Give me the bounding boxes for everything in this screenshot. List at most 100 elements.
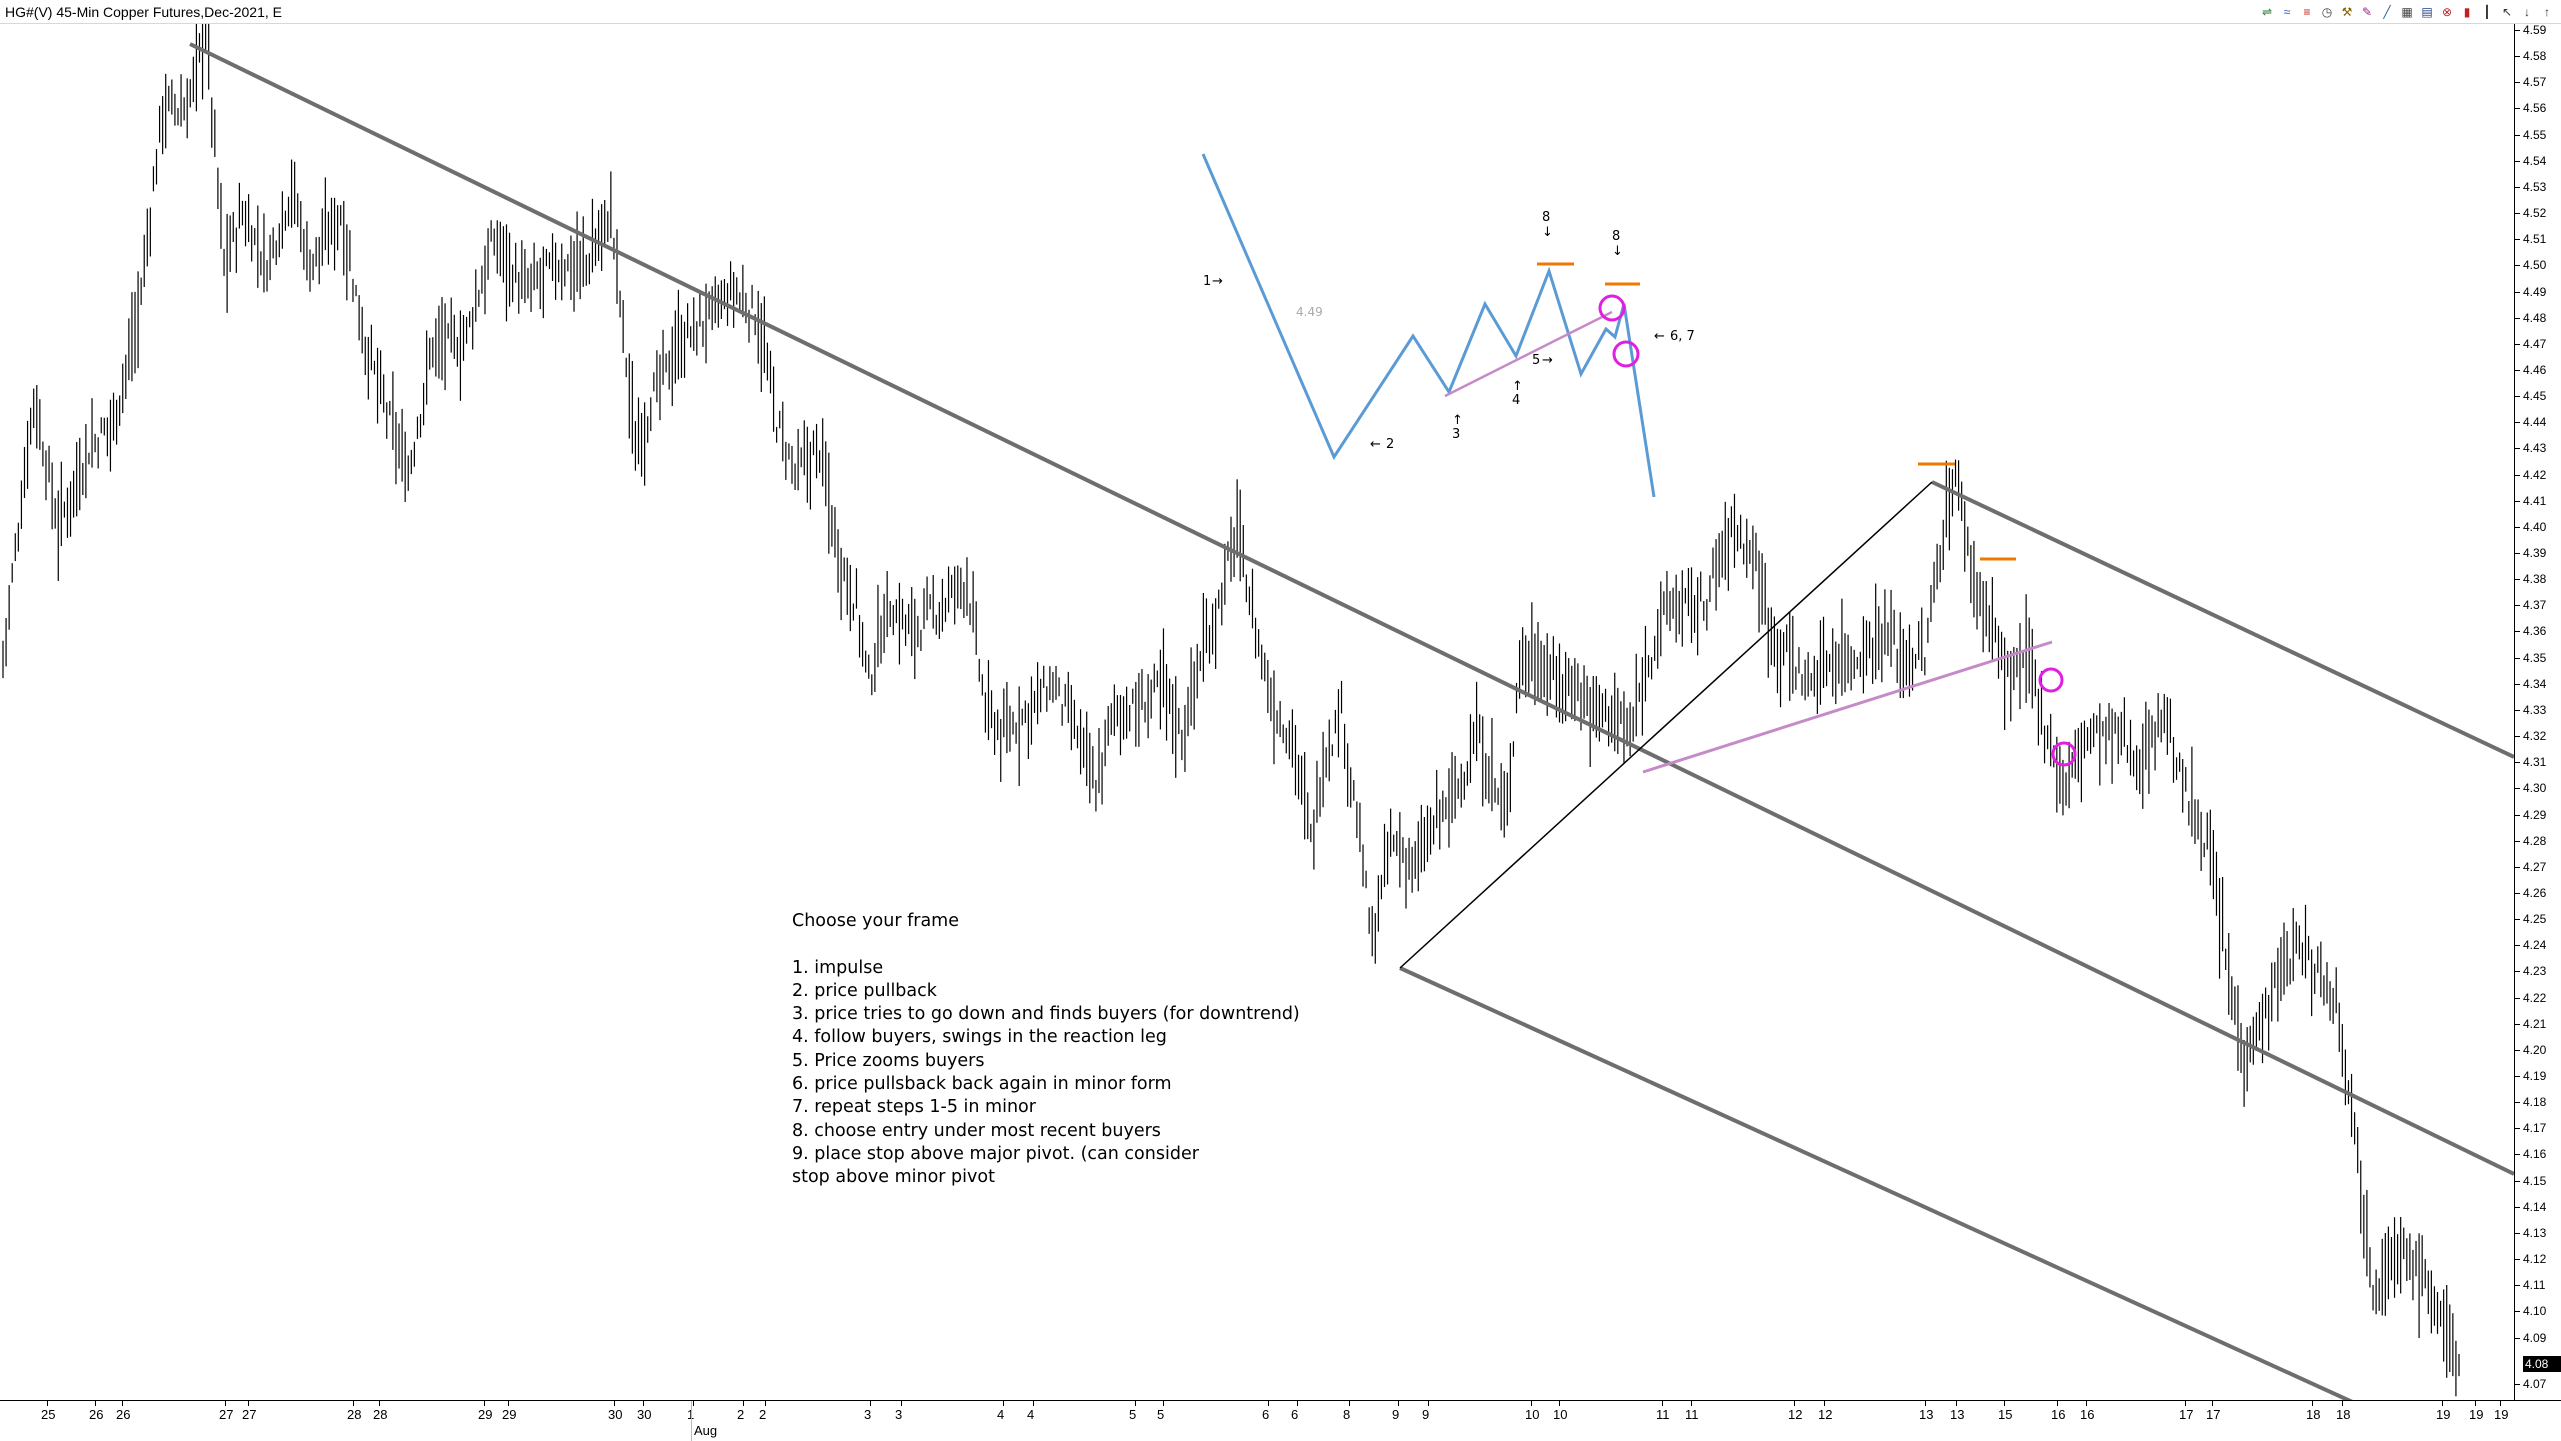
bars-icon[interactable]: ┃ (2483, 5, 2491, 19)
price-label: 4.19 (2523, 1069, 2547, 1083)
pen-icon[interactable]: ✎ (2361, 5, 2373, 19)
price-label: 4.31 (2523, 755, 2547, 770)
price-tick (2514, 814, 2520, 816)
time-tick (870, 1401, 871, 1406)
candle-icon[interactable]: ▮ (2463, 5, 2471, 19)
time-axis[interactable]: 2526262727282829293030122334455668991010… (0, 1400, 2561, 1441)
diagram-arrow-4: ↑ (1512, 379, 1523, 394)
price-axis[interactable]: 4.59 4.58 4.57 4.56 4.55 4.54 4.53 4.52 4.51 4.50… (2514, 23, 2561, 1424)
time-label: 2 (759, 1407, 767, 1422)
price-tick (2514, 239, 2520, 241)
time-label: 5 (1157, 1407, 1165, 1422)
arrow-up-icon[interactable]: ↑ (2544, 5, 2550, 19)
price-label: 4.53 (2523, 179, 2547, 194)
time-label: 25 (41, 1407, 56, 1422)
time-tick (2342, 1401, 2343, 1406)
time-label: 12 (1818, 1407, 1833, 1422)
time-tick (2086, 1401, 2087, 1406)
lines-icon[interactable]: ≡ (2303, 5, 2311, 19)
diagram-label-5: 5 (1532, 353, 1540, 368)
chart-title: HG#(V) 45-Min Copper Futures,Dec-2021, E (5, 4, 282, 20)
price-tick (2514, 945, 2520, 947)
eraser-icon[interactable]: ╱ (2383, 5, 2391, 19)
price-label: 4.29 (2523, 807, 2547, 822)
price-label: 4.20 (2523, 1042, 2547, 1057)
cursor-icon[interactable]: ↖ (2501, 5, 2513, 19)
note-line: 2. price pullback (792, 980, 937, 1001)
price-tick (2514, 1102, 2520, 1104)
time-label: 26 (89, 1407, 104, 1422)
price-label: 4.26 (2523, 885, 2547, 900)
price-label: 4.48 (2523, 310, 2547, 325)
time-tick (1135, 1401, 1136, 1406)
support-line[interactable] (1642, 640, 2053, 774)
time-tick (2442, 1401, 2443, 1406)
price-tick (2514, 1128, 2520, 1130)
price-label: 4.09 (2523, 1330, 2547, 1345)
scale-icon[interactable]: ⇌ (2261, 5, 2273, 19)
price-label: 4.55 (2523, 127, 2547, 142)
note-line: 1. impulse (792, 957, 884, 978)
time-label: 29 (478, 1407, 493, 1422)
time-tick (379, 1401, 380, 1406)
grid-icon[interactable]: ▦ (2401, 5, 2413, 19)
timer-icon[interactable]: ◷ (2321, 5, 2333, 19)
price-label: 4.59 (2523, 23, 2547, 37)
time-tick (1268, 1401, 1269, 1406)
price-label: 4.25 (2523, 912, 2547, 927)
price-tick (2514, 631, 2520, 633)
price-label: 4.10 (2523, 1304, 2547, 1319)
time-label: 13 (1950, 1407, 1965, 1422)
price-tick (2514, 1154, 2520, 1156)
price-tick (2514, 1049, 2520, 1051)
tools-icon[interactable]: ⚒ (2341, 5, 2353, 19)
channel-lower[interactable] (1399, 966, 2370, 1400)
time-label: 3 (864, 1407, 872, 1422)
price-label: 4.40 (2523, 519, 2547, 534)
price-label: 4.41 (2523, 493, 2547, 508)
text-icon[interactable]: ▤ (2421, 5, 2433, 19)
price-chart[interactable]: 1 → ← 2 ↑ 3 ↑ 4 5 → ← 6, 7 8 ↓ 8 ↓ 4.49 (0, 24, 2514, 1400)
time-tick (2004, 1401, 2005, 1406)
time-label: 26 (116, 1407, 131, 1422)
price-label: 4.12 (2523, 1252, 2547, 1267)
price-label: 4.46 (2523, 362, 2547, 377)
time-tick (693, 1401, 694, 1406)
rise-line[interactable] (1399, 481, 1933, 969)
time-tick (1824, 1401, 1825, 1406)
time-tick (1794, 1401, 1795, 1406)
note-line: 7. repeat steps 1-5 in minor (792, 1097, 1036, 1118)
diagram-arrow-67: ← (1654, 329, 1665, 344)
time-tick (2185, 1401, 2186, 1406)
time-tick (643, 1401, 644, 1406)
price-label: 4.17 (2523, 1121, 2547, 1136)
circle-marker-2 (2051, 741, 2077, 767)
price-tick (2514, 1384, 2520, 1385)
time-label: 28 (347, 1407, 362, 1422)
arrow-down-icon[interactable]: ↓ (2524, 5, 2530, 19)
time-tick (614, 1401, 615, 1406)
delete-icon[interactable]: ⊗ (2441, 5, 2453, 19)
diagram-label-3: 3 (1452, 427, 1460, 442)
price-tick (2514, 579, 2520, 581)
time-label: 18 (2306, 1407, 2321, 1422)
channel-upper-right[interactable] (1931, 480, 2514, 759)
month-label: Aug (694, 1423, 718, 1438)
time-tick (765, 1401, 766, 1406)
diagram-swing-path[interactable] (1201, 153, 1656, 498)
price-tick (2514, 1285, 2520, 1287)
time-label: 17 (2179, 1407, 2194, 1422)
waves-icon[interactable]: ≈ (2283, 5, 2291, 19)
diagram-label-2: 2 (1386, 437, 1394, 452)
diagram-label-8a: 8 (1542, 210, 1550, 225)
diagram-price-label: 4.49 (1296, 305, 1323, 319)
price-label: 4.11 (2523, 1278, 2546, 1293)
price-tick (2514, 526, 2520, 528)
trendline-upper[interactable] (189, 42, 2514, 1176)
time-label: 2 (737, 1407, 745, 1422)
price-tick (2514, 343, 2520, 345)
price-label: 4.21 (2523, 1016, 2547, 1031)
time-label: 16 (2051, 1407, 2066, 1422)
time-label: 4 (1027, 1407, 1035, 1422)
price-label: 4.33 (2523, 702, 2547, 717)
